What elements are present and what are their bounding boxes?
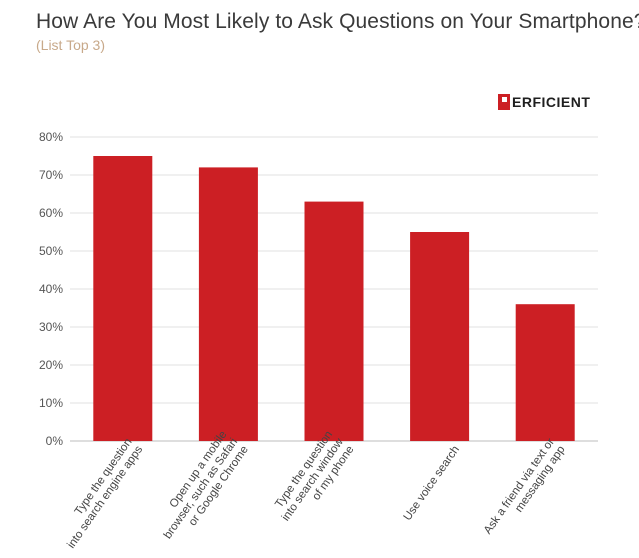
y-tick-label: 0%	[46, 434, 64, 448]
perficient-logo: ERFICIENT	[498, 92, 590, 112]
logo-text: ERFICIENT	[512, 94, 591, 110]
y-tick-label: 30%	[39, 320, 63, 334]
x-tick-line: Use voice search	[402, 444, 462, 523]
x-tick-label: Type the questioninto search engine apps	[55, 436, 146, 551]
y-tick-label: 10%	[39, 396, 63, 410]
x-tick-text: Open up a mobilebrowser, such as Safario…	[151, 429, 251, 549]
y-tick-label: 60%	[39, 206, 63, 220]
bar	[198, 167, 258, 441]
bar	[410, 232, 470, 441]
x-tick-text: Type the questioninto search engine apps	[55, 436, 146, 551]
bar	[304, 201, 364, 441]
y-tick-label: 40%	[39, 282, 63, 296]
x-tick-line: Ask a friend via text or	[482, 436, 557, 536]
x-tick-label: Open up a mobilebrowser, such as Safario…	[151, 429, 251, 549]
chart-subtitle: (List Top 3)	[36, 37, 105, 53]
x-tick-label: Ask a friend via text ormessaging app	[482, 436, 568, 544]
x-tick-text: Use voice search	[402, 444, 462, 523]
chart-title: How Are You Most Likely to Ask Questions…	[36, 10, 639, 33]
x-tick-label: Use voice search	[402, 444, 462, 523]
y-tick-label: 80%	[39, 130, 63, 144]
y-tick-label: 20%	[39, 358, 63, 372]
x-tick-line: into search engine apps	[65, 444, 145, 551]
bar	[515, 304, 575, 441]
y-tick-label: 50%	[39, 244, 63, 258]
bar	[93, 156, 153, 441]
x-tick-text: Ask a friend via text ormessaging app	[482, 436, 568, 544]
x-tick-line: browser, such as Safari	[162, 436, 240, 541]
x-tick-text: Type the questioninto search windowof my…	[269, 428, 357, 530]
y-tick-label: 70%	[39, 168, 63, 182]
logo-p-icon	[498, 94, 510, 110]
x-tick-label: Type the questioninto search windowof my…	[269, 428, 357, 530]
